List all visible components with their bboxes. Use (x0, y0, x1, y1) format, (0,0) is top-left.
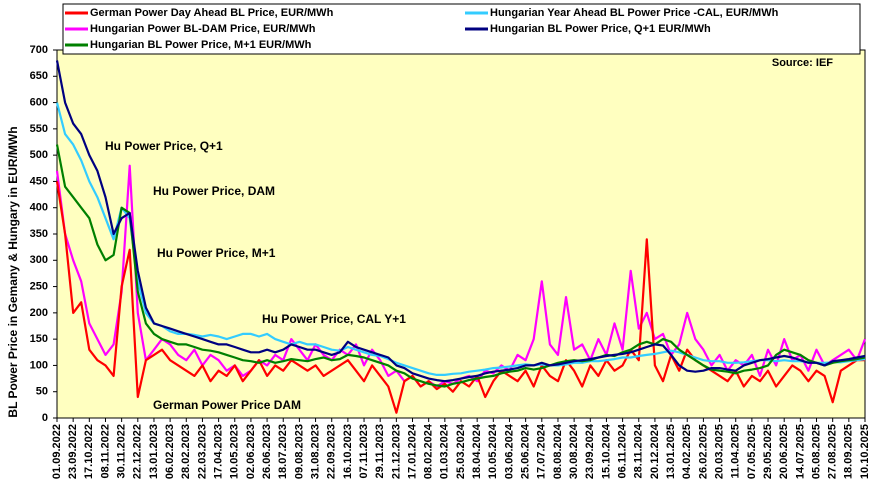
x-tick-label: 28.02.2023 (180, 424, 192, 479)
x-tick-label: 10.05.2023 (229, 424, 241, 479)
x-tick-label: 16.10.2023 (342, 424, 354, 479)
y-tick-label: 700 (30, 44, 48, 56)
x-tick-label: 10.10.2025 (859, 424, 871, 479)
x-tick-label: 01.09.2022 (51, 424, 63, 479)
x-tick-label: 02.06.2023 (245, 424, 257, 479)
x-tick-label: 14.07.2025 (794, 424, 806, 479)
x-tick-label: 31.08.2023 (309, 424, 321, 479)
annotation: German Power Price DAM (153, 398, 301, 412)
x-tick-label: 30.08.2024 (568, 423, 580, 479)
series-line (55, 144, 866, 388)
x-tick-label: 04.02.2025 (681, 424, 693, 479)
x-tick-label: 21.12.2023 (390, 424, 402, 479)
y-tick-label: 300 (30, 254, 48, 266)
x-tick-label: 18.04.2024 (471, 423, 483, 479)
y-tick-label: 550 (30, 123, 48, 135)
x-tick-label: 08.11.2022 (99, 424, 111, 478)
x-tick-label: 06.02.2023 (164, 424, 176, 479)
x-tick-label: 05.08.2025 (810, 424, 822, 479)
y-axis-label: BL Power Price in Gemany & Hungary in EU… (6, 126, 20, 417)
x-tick-label: 27.08.2025 (827, 424, 839, 479)
x-tick-label: 29.05.2025 (762, 424, 774, 479)
x-tick-label: 22.09.2023 (326, 424, 338, 479)
x-tick-label: 22.12.2022 (132, 424, 144, 479)
y-tick-label: 450 (30, 175, 48, 187)
x-tick-label: 07.05.2025 (746, 424, 758, 479)
x-tick-label: 11.04.2025 (730, 424, 742, 478)
x-tick-label: 20.03.2025 (713, 424, 725, 479)
y-tick-label: 350 (30, 228, 48, 240)
x-tick-label: 07.11.2023 (358, 424, 370, 478)
x-tick-label: 20.12.2024 (649, 423, 661, 479)
x-tick-label: 06.11.2024 (617, 423, 629, 478)
legend-label: Hungarian Year Ahead BL Power Price -CAL… (490, 7, 779, 19)
annotation: Hu Power Price, DAM (153, 184, 275, 198)
x-tick-label: 23.09.2022 (67, 424, 79, 479)
x-tick-label: 13.01.2025 (665, 424, 677, 479)
x-tick-label: 25.06.2024 (520, 423, 532, 479)
plot-area (56, 49, 866, 419)
annotation: Hu Power Price, Q+1 (105, 139, 223, 153)
annotation: Hu Power Price, CAL Y+1 (262, 312, 406, 326)
y-tick-label: 200 (30, 307, 48, 319)
x-tick-label: 18.09.2025 (843, 424, 855, 479)
legend-label: Hungarian BL Power Price, M+1 EUR/MWh (90, 39, 312, 51)
legend-label: Hungarian Power BL-DAM Price, EUR/MWh (90, 23, 316, 35)
y-tick-label: 100 (30, 359, 48, 371)
x-tick-label: 23.09.2024 (584, 423, 596, 479)
y-tick-label: 500 (30, 149, 48, 161)
legend-label: German Power Day Ahead BL Price, EUR/MWh (90, 7, 334, 19)
legend-box (62, 3, 861, 55)
x-tick-label: 08.08.2024 (552, 423, 564, 479)
x-tick-label: 17.10.2022 (83, 424, 95, 479)
x-tick-label: 30.11.2022 (116, 424, 128, 478)
annotation: Hu Power Price, M+1 (157, 246, 276, 260)
x-tick-label: 03.06.2024 (503, 423, 515, 479)
y-tick-label: 600 (30, 96, 48, 108)
series-line (55, 60, 866, 383)
x-tick-label: 26.02.2025 (697, 424, 709, 479)
y-tick-label: 150 (30, 333, 48, 345)
x-tick-label: 10.05.2024 (487, 423, 499, 479)
legend-label: Hungarian BL Power Price, Q+1 EUR/MWh (490, 23, 711, 35)
y-tick-label: 250 (30, 280, 48, 292)
y-tick-label: 650 (30, 70, 48, 82)
x-tick-label: 26.06.2023 (261, 424, 273, 479)
y-tick-label: 50 (36, 386, 48, 398)
y-tick-label: 0 (42, 412, 48, 424)
x-tick-label: 17.04.2023 (213, 424, 225, 479)
x-tick-label: 08.02.2024 (423, 423, 435, 479)
x-tick-label: 29.11.2023 (374, 424, 386, 478)
x-tick-label: 28.11.2024 (633, 423, 645, 478)
x-tick-label: 17.01.2024 (406, 423, 418, 479)
x-tick-label: 15.10.2024 (600, 423, 612, 479)
x-tick-label: 17.07.2024 (536, 423, 548, 479)
x-tick-label: 22.03.2023 (196, 424, 208, 479)
x-tick-label: 25.03.2024 (455, 423, 467, 479)
source: Source: IEF (772, 57, 833, 69)
y-tick-label: 400 (30, 202, 48, 214)
x-tick-label: 20.06.2025 (778, 424, 790, 479)
x-tick-label: 18.07.2023 (277, 424, 289, 479)
x-tick-label: 09.08.2023 (293, 424, 305, 479)
x-tick-label: 01.03.2024 (439, 423, 451, 479)
x-tick-label: 13.01.2023 (148, 424, 160, 479)
